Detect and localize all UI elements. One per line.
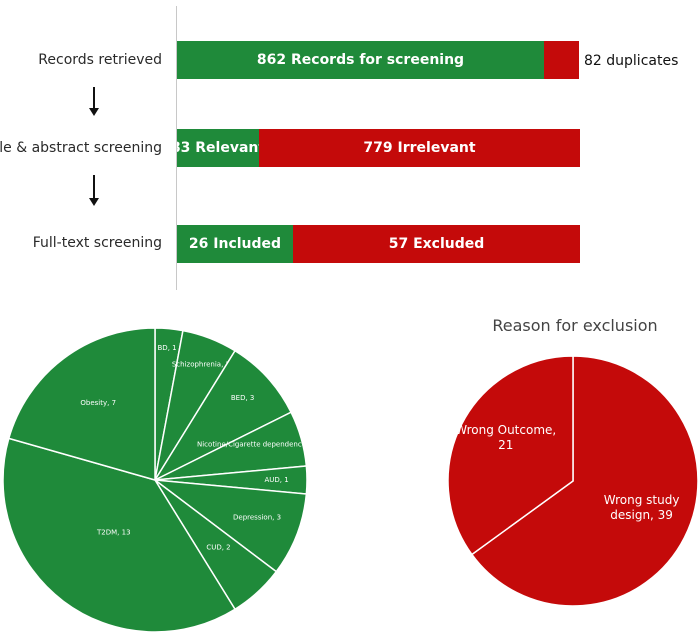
pie-slice-wrong-study-design: [470, 355, 699, 607]
pie-label-schizophrenia: Schizophrenia, 2: [172, 361, 230, 369]
pie-slice-wrong-outcome: [447, 355, 574, 556]
pie-label-nicotine-cigarette-dependence: Nicotine/Cigarette dependence, 2: [197, 441, 315, 449]
segment-label: 862 Records for screening: [256, 52, 465, 68]
down-arrow-line-1: [93, 87, 95, 109]
bar-full-text: 26 Included 57 Excluded: [177, 225, 580, 263]
pie-label-bed: BED, 3: [231, 394, 255, 402]
step-label-title-abstract-screening: Title & abstract screening: [0, 140, 162, 156]
segment-label: 779 Irrelevant: [363, 140, 476, 156]
pie-label-t2dm: T2DM, 13: [96, 529, 131, 537]
segment-relevant: 83 Relevant: [177, 129, 259, 167]
segment-label: 26 Included: [188, 236, 282, 252]
reason-chart-title: Reason for exclusion: [492, 316, 658, 335]
pie-label-depression: Depression, 3: [233, 514, 281, 522]
axis-divider: [176, 6, 177, 290]
step-label-records-retrieved: Records retrieved: [38, 52, 162, 68]
segment-irrelevant: 779 Irrelevant: [259, 129, 580, 167]
segment-label: 83 Relevant: [177, 140, 259, 156]
pie-label-cud: CUD, 2: [206, 544, 230, 552]
bar-records: 862 Records for screening: [177, 41, 579, 79]
bar-title-abstract: 83 Relevant 779 Irrelevant: [177, 129, 580, 167]
pie-slice-depression: [152, 479, 308, 573]
segment-label: 57 Excluded: [388, 236, 485, 252]
down-arrow-icon: [89, 198, 99, 206]
down-arrow-line-2: [93, 175, 95, 199]
pie-slice-t2dm: [2, 437, 237, 633]
duplicates-label: 82 duplicates: [584, 53, 679, 69]
pie-slice-bed: [152, 349, 293, 482]
segment-duplicates: [544, 41, 579, 79]
segment-excluded: 57 Excluded: [293, 225, 580, 263]
pie-label-aud: AUD, 1: [264, 476, 288, 484]
segment-records-for-screening: 862 Records for screening: [177, 41, 544, 79]
pie-label-wrong-study-design: Wrong study design, 39: [604, 493, 680, 522]
pie-label-obesity: Obesity, 7: [80, 399, 116, 407]
down-arrow-icon: [89, 108, 99, 116]
pie-label-bd: BD, 1: [158, 344, 177, 352]
segment-included: 26 Included: [177, 225, 293, 263]
pie-label-wrong-outcome: Wrong Outcome, 21: [455, 423, 556, 452]
pie-slice-obesity: [7, 327, 156, 481]
step-label-full-text-screening: Full-text screening: [32, 235, 162, 251]
